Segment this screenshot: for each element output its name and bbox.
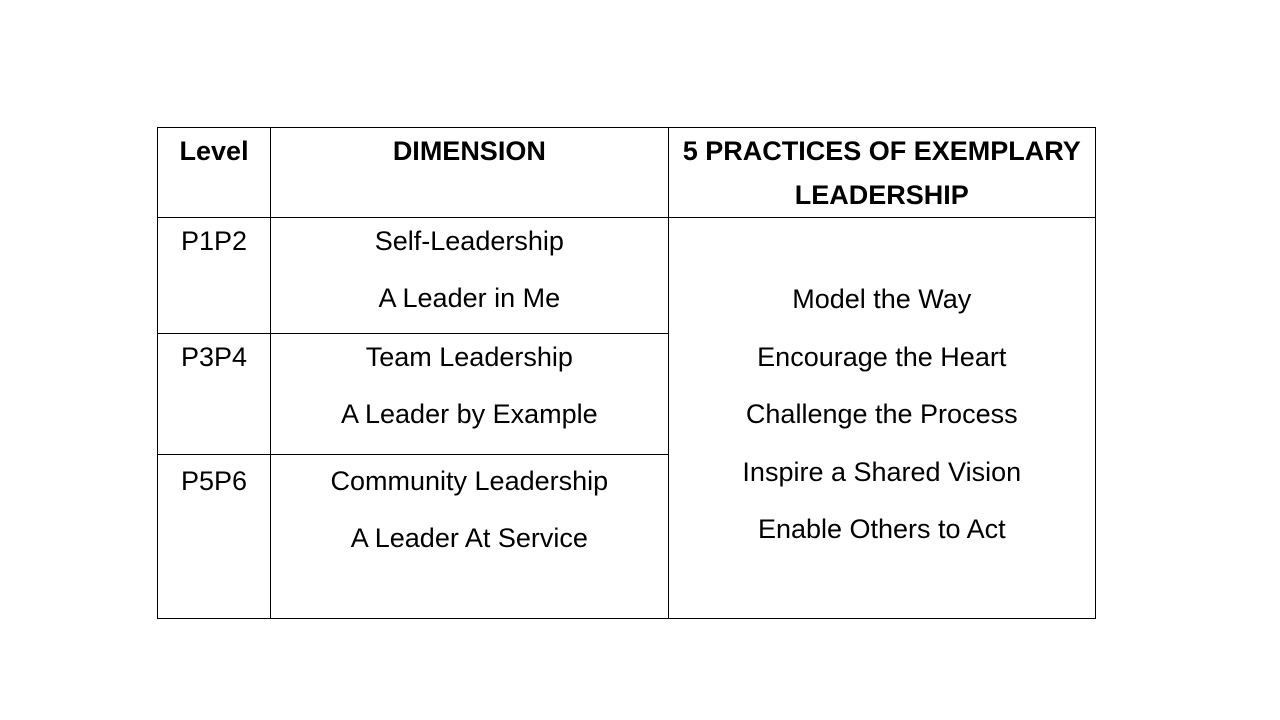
dimension-name: Team Leadership [365,342,573,372]
level-label: P3P4 [181,342,248,372]
header-level: Level [156,127,272,218]
practice-item: Inspire a Shared Vision [742,456,1022,487]
dimension-name: Self-Leadership [374,226,564,256]
header-dimension: DIMENSION [270,127,669,218]
table-row: P3P4 Team Leadership A Leader by Example [156,333,1096,455]
level-label: P5P6 [181,466,248,496]
dimension-subtitle: A Leader in Me [378,283,561,313]
header-practices-line2: LEADERSHIP [794,180,969,210]
dimension-cell: Self-Leadership A Leader in Me [270,217,669,334]
dimension-name: Community Leadership [330,466,609,496]
dimension-cell: Community Leadership A Leader At Service [270,454,669,619]
dimension-subtitle: A Leader by Example [340,399,598,429]
header-level-label: Level [179,136,249,166]
level-label: P1P2 [181,226,248,256]
table-row: P5P6 Community Leadership A Leader At Se… [156,454,1096,619]
level-cell: P5P6 [156,454,272,619]
practice-item: Encourage the Heart [757,341,1007,372]
header-dimension-label: DIMENSION [392,136,546,166]
dimension-subtitle: A Leader At Service [350,523,588,553]
dimension-cell: Team Leadership A Leader by Example [270,333,669,455]
practice-item: Model the Way [792,284,972,314]
level-cell: P3P4 [156,333,272,455]
header-practices-line1: 5 PRACTICES OF EXEMPLARY [682,136,1081,166]
leadership-table: Level DIMENSION 5 PRACTICES OF EXEMPLARY… [156,127,1097,619]
practice-item: Enable Others to Act [757,514,1006,544]
practices-cell: Model the Way Encourage the Heart Challe… [667,217,1097,619]
level-cell: P1P2 [156,217,272,334]
header-practices: 5 PRACTICES OF EXEMPLARY LEADERSHIP [667,127,1097,218]
practice-item: Challenge the Process [745,399,1018,429]
table-row: P1P2 Self-Leadership A Leader in Me Mode… [156,217,1097,619]
table-header-row: Level DIMENSION 5 PRACTICES OF EXEMPLARY… [156,127,1097,218]
